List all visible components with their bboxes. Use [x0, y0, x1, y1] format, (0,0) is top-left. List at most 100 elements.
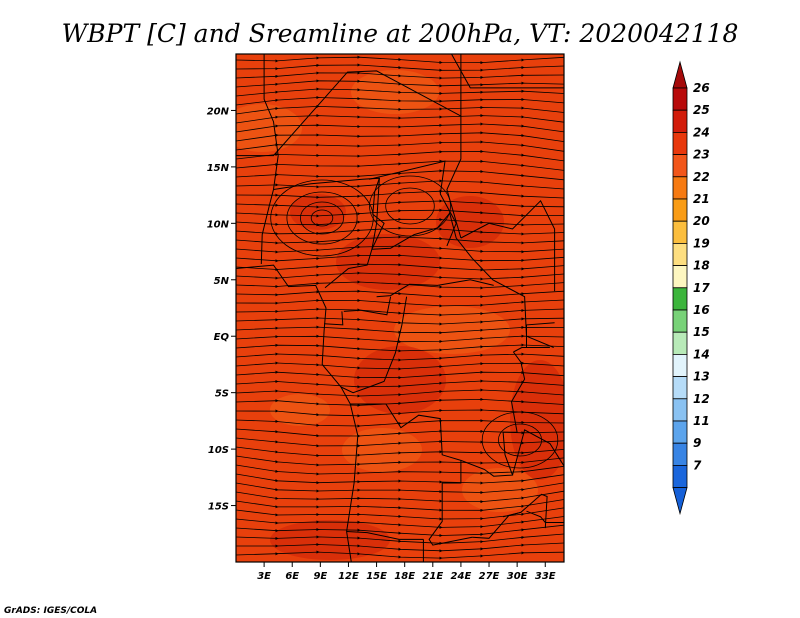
border-line	[346, 531, 424, 540]
streamline-eddy	[497, 423, 542, 457]
lat-tick-label: 5N	[214, 276, 230, 287]
streamline	[236, 499, 564, 512]
streamline	[236, 542, 564, 553]
streamline	[236, 473, 564, 485]
field-patch	[394, 306, 510, 354]
colorbar-label: 11	[693, 414, 710, 428]
map-panel: 20N 15N 10N 5N EQ 5S 10S 15S 3E 6E 9E 12E 15E 18E 21E…	[207, 53, 565, 582]
streamline	[236, 149, 564, 162]
streamline	[236, 533, 564, 545]
streamline	[236, 271, 564, 281]
streamline	[236, 55, 564, 65]
streamline-eddy	[385, 187, 435, 225]
colorbar-bin	[672, 398, 688, 422]
streamline	[236, 316, 564, 326]
colorbar-bin	[672, 442, 688, 466]
field-patch	[270, 394, 330, 426]
colorbar-label: 22	[693, 170, 710, 184]
streamline	[236, 189, 564, 199]
lon-tick-label: 24E	[451, 571, 472, 582]
streamline	[236, 455, 564, 467]
latitude-axis: 20N 15N 10N 5N EQ 5S 10S 15S	[207, 106, 236, 513]
lon-tick-label: 33E	[535, 571, 556, 582]
border-line	[371, 212, 554, 348]
border-line	[451, 54, 564, 89]
colorbar-label: 14	[693, 347, 710, 361]
border-line	[371, 178, 385, 250]
streamline-eddy	[369, 175, 451, 237]
colorbar: 26 25 24 23 22 21 20 19 18 17 16 15 14 13 12 11 9 7	[672, 60, 710, 516]
border-line	[446, 116, 462, 239]
colorbar-label: 21	[693, 192, 710, 206]
border-line	[460, 351, 526, 477]
streamline	[236, 140, 564, 152]
lat-tick-label: 20N	[207, 106, 230, 117]
lon-tick-label: 12E	[338, 571, 359, 582]
country-borders	[236, 54, 564, 562]
border-line	[236, 264, 359, 562]
streamline	[236, 464, 564, 476]
colorbar-label: 17	[693, 281, 710, 295]
streamline	[236, 516, 564, 529]
colorbar-label: 24	[693, 125, 710, 139]
streamline	[236, 95, 564, 106]
border-line	[512, 429, 564, 495]
colorbar-bin	[672, 353, 688, 377]
colorbar-bin	[672, 420, 688, 444]
streamline	[236, 343, 564, 353]
colorbar-label: 12	[693, 392, 710, 406]
lat-tick-label: 5S	[215, 389, 229, 400]
colorbar-bin	[672, 265, 688, 289]
colorbar-bin	[672, 331, 688, 355]
streamline	[236, 159, 564, 171]
border-line	[472, 511, 522, 539]
streamline	[236, 524, 564, 538]
colorbar-bin	[672, 309, 688, 333]
streamline	[236, 397, 564, 407]
lon-tick-label: 30E	[507, 571, 528, 582]
streamline	[236, 482, 564, 495]
streamline	[236, 169, 564, 181]
streamline	[236, 87, 564, 97]
streamline	[236, 217, 564, 227]
streamline	[236, 550, 564, 560]
streamline	[236, 361, 564, 371]
streamline	[236, 253, 564, 263]
streamline	[236, 71, 564, 80]
streamline	[236, 131, 564, 142]
colorbar-label: 26	[693, 81, 710, 95]
streamline	[236, 289, 564, 299]
streamline	[236, 114, 564, 124]
border-line	[526, 510, 564, 523]
streamline-eddy	[286, 191, 358, 245]
streamline	[236, 235, 564, 245]
colorbar-label: 13	[693, 370, 710, 384]
colorbar-bin	[672, 198, 688, 222]
streamline	[236, 262, 564, 272]
streamline	[236, 307, 564, 317]
streamline	[236, 298, 564, 308]
colorbar-label: 15	[693, 325, 710, 339]
streamline	[236, 104, 564, 115]
lon-tick-label: 21E	[422, 571, 443, 582]
colorbar-bin	[672, 109, 688, 133]
border-line	[260, 54, 279, 265]
colorbar-top-triangle	[672, 60, 688, 89]
colorbar-bin	[672, 242, 688, 266]
longitude-axis: 3E 6E 9E 12E 15E 18E 21E 24E 27E 30E 33E	[257, 562, 556, 582]
lon-tick-label: 9E	[313, 571, 327, 582]
border-line	[460, 199, 556, 292]
colorbar-label: 25	[693, 103, 710, 117]
streamlines	[236, 55, 564, 560]
border-line	[236, 54, 462, 157]
streamline-eddy	[481, 411, 559, 469]
colorbar-label: 16	[693, 303, 710, 317]
border-line	[343, 296, 392, 316]
lat-tick-label: 15S	[208, 502, 229, 513]
streamline	[236, 408, 564, 418]
streamline	[236, 379, 564, 389]
chart-title: WBPT [C] and Sreamline at 200hPa, VT: 20…	[62, 19, 739, 48]
colorbar-bin	[672, 287, 688, 311]
colorbar-bin	[672, 131, 688, 155]
border-line	[324, 311, 344, 326]
